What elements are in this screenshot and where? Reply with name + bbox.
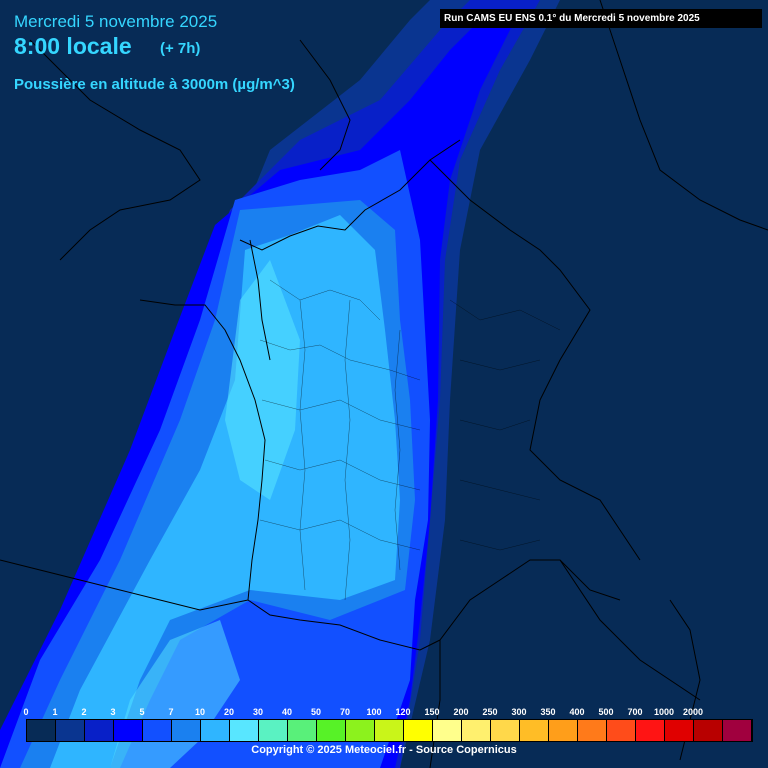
legend-tick-label: 250 xyxy=(482,707,498,717)
legend-swatch xyxy=(317,720,346,741)
legend-tick-label: 0 xyxy=(23,707,29,717)
legend-tick-label: 5 xyxy=(139,707,145,717)
legend-tick-label: 10 xyxy=(194,707,206,717)
legend-swatch xyxy=(259,720,288,741)
legend-swatch xyxy=(520,720,549,741)
legend-swatch xyxy=(346,720,375,741)
legend-tick-label: 30 xyxy=(252,707,264,717)
legend-tick-label: 1 xyxy=(52,707,58,717)
legend-swatch xyxy=(549,720,578,741)
legend-tick-label: 40 xyxy=(281,707,293,717)
legend-tick-label: 20 xyxy=(223,707,235,717)
lead-time: (+ 7h) xyxy=(160,40,201,57)
copyright-text: Copyright © 2025 Meteociel.fr - Source C… xyxy=(251,744,517,756)
legend-swatch xyxy=(433,720,462,741)
legend-swatch xyxy=(85,720,114,741)
legend-tick-label: 70 xyxy=(339,707,351,717)
legend-swatch xyxy=(201,720,230,741)
legend-swatch xyxy=(230,720,259,741)
forecast-date: Mercredi 5 novembre 2025 xyxy=(14,12,218,31)
legend-tick-label: 500 xyxy=(598,707,614,717)
legend-tick-label: 2000 xyxy=(682,707,704,717)
legend-swatch xyxy=(491,720,520,741)
legend-swatch xyxy=(172,720,201,741)
legend-tick-label: 700 xyxy=(627,707,643,717)
legend-swatch xyxy=(288,720,317,741)
legend-tick-label: 2 xyxy=(81,707,87,717)
forecast-time: 8:00 locale xyxy=(14,33,132,59)
legend-swatch xyxy=(723,720,752,741)
run-info-label: Run CAMS EU ENS 0.1° du Mercredi 5 novem… xyxy=(440,9,762,28)
color-scale-legend xyxy=(26,719,753,742)
legend-swatch xyxy=(114,720,143,741)
legend-swatch xyxy=(462,720,491,741)
legend-tick-label: 7 xyxy=(168,707,174,717)
legend-swatch xyxy=(607,720,636,741)
legend-swatch xyxy=(375,720,404,741)
legend-swatch xyxy=(665,720,694,741)
legend-swatch xyxy=(636,720,665,741)
legend-swatch xyxy=(578,720,607,741)
legend-swatch xyxy=(27,720,56,741)
legend-tick-label: 200 xyxy=(453,707,469,717)
legend-tick-label: 100 xyxy=(366,707,382,717)
legend-tick-label: 350 xyxy=(540,707,556,717)
plume-core-20-30 xyxy=(225,260,300,500)
legend-tick-label: 120 xyxy=(395,707,411,717)
parameter-title: Poussière en altitude à 3000m (µg/m^3) xyxy=(14,76,295,93)
legend-tick-label: 50 xyxy=(310,707,322,717)
legend-tick-label: 150 xyxy=(424,707,440,717)
department-boundaries xyxy=(259,279,561,601)
legend-swatch xyxy=(404,720,433,741)
legend-tick-label: 400 xyxy=(569,707,585,717)
legend-tick-label: 3 xyxy=(110,707,116,717)
legend-swatch xyxy=(143,720,172,741)
legend-tick-label: 300 xyxy=(511,707,527,717)
plume-band-10-20 xyxy=(50,215,400,768)
legend-swatch xyxy=(694,720,723,741)
legend-swatch xyxy=(56,720,85,741)
legend-tick-label: 1000 xyxy=(653,707,675,717)
